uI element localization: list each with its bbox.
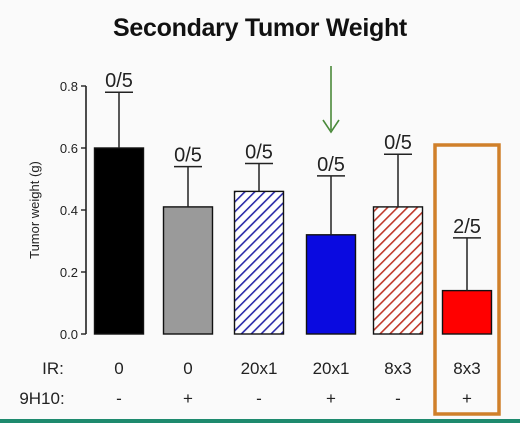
ir-label: 8x3 [453,359,480,378]
ir-label: 0 [114,359,123,378]
highlight-layer [433,143,501,416]
h9-label: - [116,389,122,408]
arrow-layer [322,66,340,134]
h9-label: - [256,389,262,408]
ir-label: 8x3 [384,359,411,378]
fraction-label: 0/5 [384,132,412,154]
ir-label: 20x1 [241,359,278,378]
h9-label: - [395,389,401,408]
fraction-label: 2/5 [453,216,481,238]
bar [233,190,285,335]
bar [305,234,357,335]
bottom-accent-strip [0,419,520,423]
fraction-label: 0/5 [174,145,202,167]
bar [162,206,214,335]
fraction-label: 0/5 [317,154,345,176]
x-labels-layer: 0 - 0 +20x1 - 20x1 +8x3 - 8x3 + IR: 9H10: [19,359,480,408]
arrow-head [322,119,340,134]
y-tick-label: 0.8 [60,79,78,94]
bar [441,289,493,335]
ir-row-label: IR: [42,359,64,378]
y-tick-label: 0.2 [60,265,78,280]
error-bars-layer [105,91,481,291]
y-tick-label: 0.0 [60,327,78,342]
chart-title: Secondary Tumor Weight [113,14,407,42]
fraction-label: 0/5 [105,70,133,92]
highlight-box [433,143,501,416]
ir-label: 20x1 [313,359,350,378]
ir-label: 0 [183,359,192,378]
y-axis: 0.0 0.2 0.4 0.6 0.8 Tumor weight (g) [27,79,87,342]
h9-label: + [183,389,193,408]
bar [372,206,424,335]
bar [93,147,145,335]
h9-row-label: 9H10: [19,389,64,408]
y-axis-label: Tumor weight (g) [27,161,42,259]
fraction-labels-layer: 0/5 0/5 0/5 0/5 0/5 2/5 [105,70,481,238]
h9-label: + [462,389,472,408]
fraction-label: 0/5 [245,142,273,164]
bars-layer [93,147,493,335]
y-tick-label: 0.4 [60,203,78,218]
h9-label: + [326,389,336,408]
y-tick-label: 0.6 [60,141,78,156]
